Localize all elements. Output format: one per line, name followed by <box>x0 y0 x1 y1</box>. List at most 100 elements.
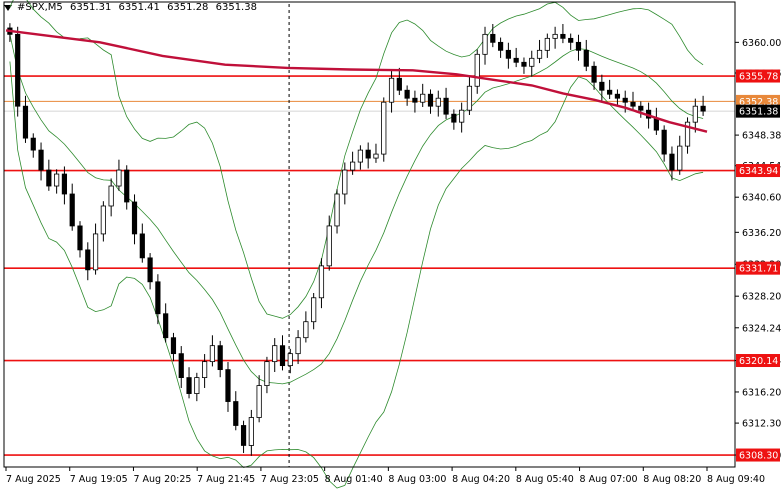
candle-body <box>412 97 418 103</box>
candle-body <box>170 337 177 355</box>
candlesticks <box>7 23 706 456</box>
candle-body <box>77 225 83 251</box>
candle-body <box>661 129 667 155</box>
y-tick-label: 6316.20 <box>742 387 781 398</box>
y-tick-label: 6360.00 <box>742 38 781 49</box>
candle-body <box>100 205 106 235</box>
candle-body <box>326 225 332 267</box>
candle-body <box>22 105 29 139</box>
candle-body <box>544 37 550 51</box>
candle-body <box>350 161 356 171</box>
candle-body <box>225 369 231 402</box>
candle-body <box>677 145 683 171</box>
candle-body <box>155 281 161 315</box>
candle-body <box>38 149 44 171</box>
ma-line <box>5 29 708 133</box>
candle-body <box>497 41 504 51</box>
support-resistance-levels <box>4 4 735 467</box>
x-tick-label: 8 Aug 08:20 <box>643 474 701 485</box>
candle-body <box>256 385 262 418</box>
upper-band <box>9 0 704 319</box>
x-tick-label: 8 Aug 07:00 <box>580 474 638 485</box>
candle-body <box>638 105 644 111</box>
open-value: 6351.31 <box>69 2 112 13</box>
candle-body <box>529 57 535 67</box>
candle-body <box>85 249 91 271</box>
x-tick-label: 8 Aug 05:40 <box>516 474 574 485</box>
candle-body <box>108 185 114 207</box>
x-tick-label: 7 Aug 2025 <box>6 474 61 485</box>
candle-body <box>46 169 52 187</box>
x-tick-label: 7 Aug 20:25 <box>133 474 191 485</box>
candle-body <box>420 93 426 103</box>
y-tick-label: 6328.20 <box>742 292 781 303</box>
x-tick-label: 8 Aug 01:40 <box>325 474 383 485</box>
candle-body <box>295 337 301 355</box>
candle-body <box>365 149 371 159</box>
candle-body <box>622 97 628 103</box>
symbol-dropdown-icon[interactable] <box>4 5 12 11</box>
y-tick-label: 6312.30 <box>742 419 781 430</box>
candle-body <box>568 37 574 43</box>
candle-body <box>311 297 317 323</box>
candle-body <box>30 137 36 151</box>
candle-body <box>342 169 348 195</box>
candle-body <box>560 33 566 39</box>
candle-body <box>599 81 605 91</box>
candle-body <box>653 117 659 131</box>
level-label-box <box>736 448 780 462</box>
candle-body <box>381 101 387 155</box>
candle-body <box>459 109 465 123</box>
y-tick-label: 6324.24 <box>742 323 781 334</box>
candle-body <box>209 345 216 363</box>
high-value: 6351.41 <box>118 2 160 13</box>
x-tick-label: 7 Aug 23:05 <box>261 474 319 485</box>
candle-body <box>233 401 239 426</box>
candle-body <box>404 89 410 99</box>
candle-body <box>630 101 636 107</box>
y-tick-label: 6340.60 <box>742 193 781 204</box>
candle-body <box>248 417 254 446</box>
candle-body <box>435 97 441 107</box>
close-value: 6351.38 <box>215 2 257 13</box>
level-label: 6343.94 <box>739 166 778 177</box>
level-label: 6355.78 <box>739 72 778 83</box>
candle-body <box>217 345 223 371</box>
level-label-box <box>736 164 780 178</box>
symbol-label: #SPX,M5 <box>17 2 63 13</box>
candle-body <box>194 377 200 394</box>
x-tick-label: 7 Aug 19:05 <box>70 474 128 485</box>
previous-close-label: 6352.38 <box>739 97 778 108</box>
candle-body <box>388 77 395 103</box>
candle-body <box>287 353 293 367</box>
x-tick-label: 7 Aug 21:45 <box>197 474 255 485</box>
candle-body <box>131 201 138 235</box>
candle-body <box>178 353 184 378</box>
x-tick-label: 8 Aug 04:20 <box>452 474 510 485</box>
level-label: 6308.30 <box>739 451 778 462</box>
candle-body <box>474 53 480 87</box>
candle-body <box>451 113 457 123</box>
time-axis: 7 Aug 2025 7 Aug 19:05 7 Aug 20:25 7 Aug 21… <box>5 467 765 485</box>
moving-average <box>5 29 708 133</box>
plot-frame <box>3 1 736 468</box>
candle-body <box>583 49 589 67</box>
candle-body <box>490 33 496 43</box>
chart-header: #SPX,M5 6351.31 6351.41 6351.28 6351.38 <box>17 2 261 13</box>
candle-body <box>505 49 511 59</box>
x-tick-label: 8 Aug 03:00 <box>388 474 446 485</box>
candle-body <box>513 57 519 63</box>
candle-body <box>357 149 363 163</box>
candle-body <box>591 65 597 83</box>
candle-body <box>318 265 325 299</box>
candle-body <box>69 193 75 227</box>
candle-body <box>521 61 527 67</box>
candle-body <box>124 169 130 203</box>
candle-body <box>482 33 488 55</box>
candle-body <box>334 193 340 227</box>
candle-body <box>54 173 60 187</box>
current-price-label: 6351.38 <box>739 107 778 118</box>
candle-body <box>279 345 286 367</box>
bollinger-bands <box>9 0 704 489</box>
